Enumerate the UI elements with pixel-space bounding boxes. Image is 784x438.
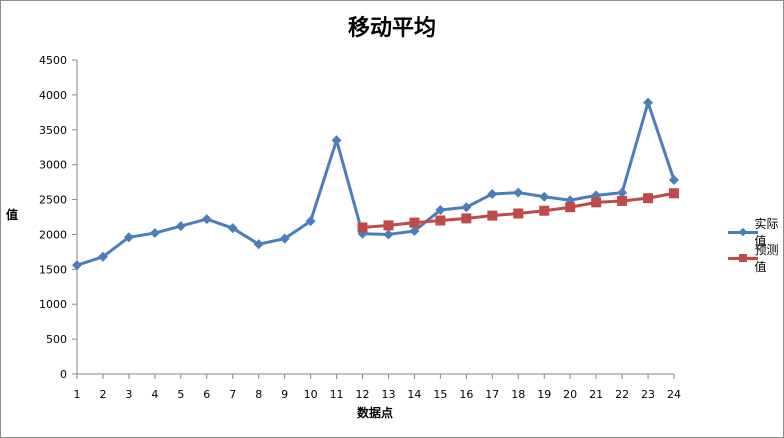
data-point-marker bbox=[643, 193, 654, 204]
x-axis-label: 数据点 bbox=[356, 406, 393, 420]
data-point-marker bbox=[357, 222, 368, 233]
legend-label: 预测值 bbox=[754, 243, 779, 274]
data-point-marker bbox=[149, 228, 160, 239]
series-line-actual bbox=[76, 101, 676, 267]
legend-forecast-swatch-icon bbox=[728, 253, 758, 263]
y-tick-label: 3000 bbox=[39, 159, 67, 172]
x-tick-label: 16 bbox=[459, 388, 473, 401]
data-point-marker bbox=[279, 233, 290, 244]
data-point-marker bbox=[513, 208, 524, 219]
data-point-marker bbox=[487, 188, 498, 199]
x-tick-label: 3 bbox=[125, 388, 132, 401]
data-point-marker bbox=[227, 223, 238, 234]
data-point-marker bbox=[513, 187, 524, 198]
data-point-marker bbox=[461, 213, 472, 224]
x-tick-label: 6 bbox=[203, 388, 210, 401]
data-point-marker bbox=[669, 188, 679, 199]
data-point-marker bbox=[643, 97, 654, 108]
legend: 实际值 预测值 bbox=[728, 217, 784, 274]
legend-label: 实际值 bbox=[754, 217, 779, 248]
x-tick-label: 7 bbox=[229, 388, 236, 401]
data-point-marker bbox=[487, 210, 498, 221]
y-tick-label: 500 bbox=[46, 333, 67, 346]
x-tick-label: 18 bbox=[511, 388, 525, 401]
data-point-marker bbox=[565, 202, 576, 213]
y-tick-label: 3500 bbox=[39, 124, 67, 137]
x-tick-label: 5 bbox=[177, 388, 184, 401]
legend-item-actual: 实际值 bbox=[728, 217, 784, 248]
y-tick-label: 1000 bbox=[39, 298, 67, 311]
data-point-marker bbox=[409, 217, 420, 228]
y-tick-label: 0 bbox=[60, 368, 67, 381]
data-point-marker bbox=[591, 197, 602, 208]
legend-actual-swatch-icon bbox=[728, 227, 758, 237]
x-tick-label: 13 bbox=[381, 388, 395, 401]
data-point-marker bbox=[383, 220, 394, 231]
x-tick-label: 21 bbox=[589, 388, 603, 401]
x-tick-label: 11 bbox=[330, 388, 344, 401]
x-tick-label: 10 bbox=[304, 388, 318, 401]
y-tick-label: 2500 bbox=[39, 194, 67, 207]
x-tick-label: 17 bbox=[485, 388, 499, 401]
data-point-marker bbox=[383, 229, 394, 240]
x-tick-label: 8 bbox=[255, 388, 262, 401]
data-point-marker bbox=[409, 225, 420, 236]
x-tick-label: 12 bbox=[356, 388, 370, 401]
x-tick-label: 20 bbox=[563, 388, 577, 401]
y-tick-label: 2000 bbox=[39, 228, 67, 241]
x-tick-label: 2 bbox=[99, 388, 106, 401]
data-point-marker bbox=[461, 202, 472, 213]
x-tick-label: 23 bbox=[641, 388, 655, 401]
x-tick-label: 19 bbox=[537, 388, 551, 401]
data-point-marker bbox=[539, 191, 550, 202]
x-tick-label: 24 bbox=[667, 388, 681, 401]
data-point-marker bbox=[539, 205, 550, 216]
data-point-marker bbox=[253, 239, 264, 250]
y-tick-label: 4000 bbox=[39, 89, 67, 102]
y-axis-label: 值 bbox=[5, 208, 18, 222]
data-point-marker bbox=[435, 215, 446, 226]
x-tick-label: 15 bbox=[433, 388, 447, 401]
y-tick-label: 1500 bbox=[39, 263, 67, 276]
x-tick-label: 14 bbox=[407, 388, 421, 401]
data-point-marker bbox=[617, 195, 628, 206]
data-point-marker bbox=[72, 260, 82, 271]
legend-item-forecast: 预测值 bbox=[728, 243, 784, 274]
data-point-marker bbox=[331, 135, 342, 146]
data-point-marker bbox=[669, 175, 679, 186]
data-point-marker bbox=[123, 232, 134, 243]
data-point-marker bbox=[305, 216, 316, 227]
x-tick-label: 4 bbox=[151, 388, 158, 401]
x-tick-label: 1 bbox=[74, 388, 81, 401]
data-point-marker bbox=[201, 214, 212, 225]
x-tick-label: 9 bbox=[281, 388, 288, 401]
data-point-marker bbox=[435, 205, 446, 216]
data-point-marker bbox=[97, 251, 108, 262]
data-point-marker bbox=[175, 221, 186, 232]
data-point-marker bbox=[617, 187, 628, 198]
y-tick-label: 4500 bbox=[39, 54, 67, 67]
chart-title: 移动平均 bbox=[347, 15, 436, 41]
x-tick-label: 22 bbox=[615, 388, 629, 401]
